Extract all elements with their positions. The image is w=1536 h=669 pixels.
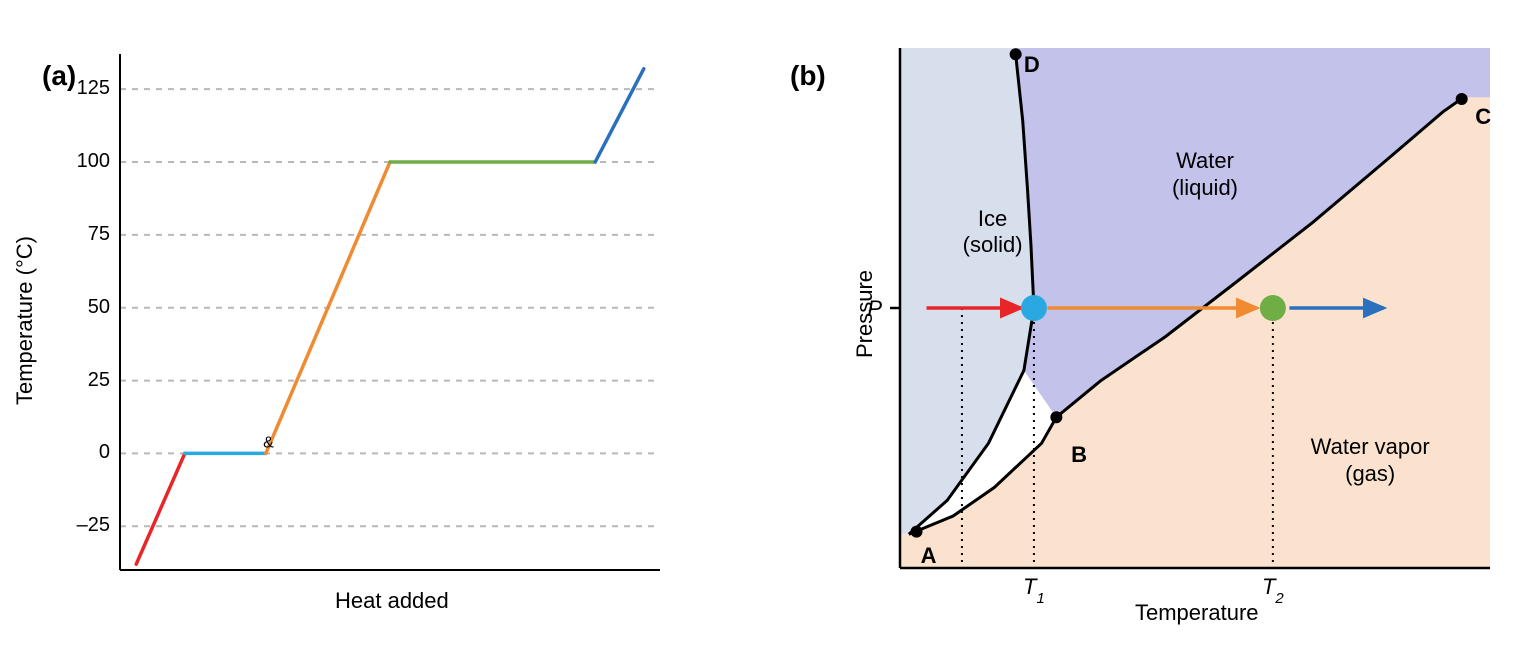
- phase-point-A: A: [921, 543, 937, 569]
- phase-diagram-chart: T1T2P: [0, 0, 1536, 669]
- ytick-label: 100: [58, 150, 110, 173]
- panel-a-ylabel: Temperature (°C): [12, 185, 38, 405]
- ytick-label: 75: [58, 223, 110, 246]
- region-label-water: Water(liquid): [1125, 148, 1285, 201]
- region-label-ice: Ice(solid): [913, 206, 1073, 259]
- panel-b-label: (b): [790, 60, 826, 92]
- ytick-label: –25: [58, 514, 110, 537]
- ytick-label: 50: [58, 296, 110, 319]
- panel-a-label: (a): [42, 60, 76, 92]
- svg-text:T1: T1: [1023, 574, 1045, 607]
- phase-point-B: B: [1071, 442, 1087, 468]
- panel-b-xlabel: Temperature: [1135, 600, 1259, 626]
- phase-point-C: C: [1475, 104, 1491, 130]
- panel-a-xlabel: Heat added: [335, 588, 449, 614]
- svg-text:T2: T2: [1262, 574, 1284, 607]
- region-label-vapor: Water vapor(gas): [1290, 434, 1450, 487]
- ytick-label: 0: [58, 441, 110, 464]
- panel-b-ylabel: Pressure: [852, 270, 878, 358]
- phase-point-D: D: [1024, 52, 1040, 78]
- ytick-label: 25: [58, 369, 110, 392]
